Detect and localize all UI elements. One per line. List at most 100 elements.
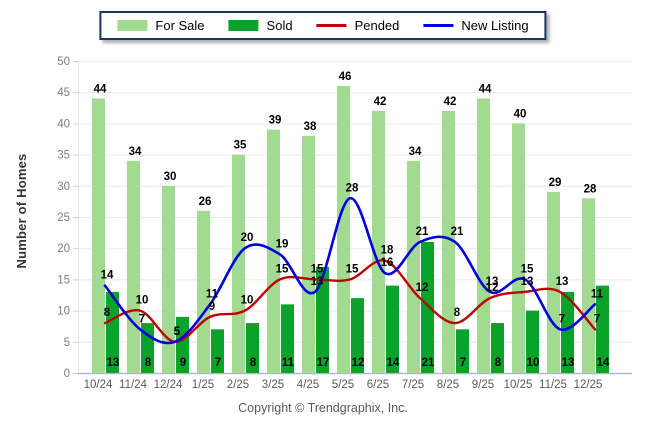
sold-value-label: 12 — [352, 357, 365, 369]
sold-value-label: 8 — [145, 357, 152, 369]
pended-value-label: 12 — [416, 282, 429, 294]
sold-value-label: 7 — [215, 357, 221, 369]
bar-sold — [176, 316, 189, 373]
bar-for-sale — [162, 185, 175, 373]
new-listing-value-label: 21 — [451, 226, 464, 238]
copyright-text: Copyright © Trendgraphix, Inc. — [238, 401, 408, 415]
for-sale-value-label: 35 — [234, 140, 247, 152]
x-tick-label: 12/24 — [154, 379, 183, 391]
y-tick-label: 0 — [64, 368, 70, 380]
bar-for-sale — [302, 135, 315, 373]
new-listing-value-label: 14 — [101, 270, 114, 282]
for-sale-value-label: 44 — [479, 83, 492, 95]
bar-sold — [561, 291, 574, 373]
bar-for-sale — [127, 160, 140, 373]
legend-item-sold: Sold — [228, 18, 293, 33]
for-sale-value-label: 42 — [374, 96, 387, 108]
bar-sold — [526, 310, 539, 373]
for-sale-value-label: 34 — [409, 146, 422, 158]
legend-label: New Listing — [461, 18, 529, 33]
y-tick-label: 40 — [57, 118, 70, 130]
new-listing-value-label: 11 — [206, 288, 219, 300]
legend-label: Pended — [354, 18, 400, 33]
bar-for-sale — [232, 154, 245, 373]
sold-value-label: 7 — [460, 357, 466, 369]
new-listing-value-label: 28 — [346, 182, 359, 194]
pended-line — [103, 259, 597, 343]
y-tick-label: 20 — [57, 243, 70, 255]
pended-value-label: 13 — [521, 276, 534, 288]
chart-legend: For Sale Sold Pended New Listing — [99, 11, 547, 40]
x-tick-label: 9/25 — [472, 379, 494, 391]
y-tick-label: 5 — [64, 337, 70, 349]
y-tick-label: 25 — [57, 212, 70, 224]
pended-value-label: 15 — [276, 263, 289, 275]
for-sale-value-label: 28 — [584, 183, 597, 195]
new-listing-line — [103, 197, 597, 345]
bar-for-sale — [337, 85, 350, 374]
pended-value-label: 8 — [454, 307, 461, 319]
pended-value-label: 9 — [209, 301, 215, 313]
legend-item-for-sale: For Sale — [117, 18, 205, 33]
for-sale-value-label: 30 — [164, 171, 177, 183]
x-tick-label: 2/25 — [227, 379, 249, 391]
bar-for-sale — [442, 110, 455, 374]
bar-sold — [316, 266, 329, 373]
for-sale-value-label: 29 — [549, 177, 562, 189]
x-tick-label: 11/24 — [119, 379, 148, 391]
pended-value-label: 15 — [346, 263, 359, 275]
pended-value-label: 8 — [104, 307, 111, 319]
for-sale-value-label: 26 — [199, 196, 212, 208]
new-listing-value-label: 20 — [241, 232, 254, 244]
pended-value-label: 15 — [311, 263, 324, 275]
new-listing-value-label: 7 — [139, 313, 145, 325]
x-tick-label: 7/25 — [402, 379, 424, 391]
bar-sold — [491, 323, 504, 373]
legend-label: Sold — [266, 18, 293, 33]
new-listing-value-label: 19 — [276, 238, 289, 250]
bar-sold — [456, 329, 469, 373]
pended-value-label: 5 — [174, 326, 181, 338]
sold-value-label: 21 — [422, 357, 435, 369]
pended-value-label: 10 — [136, 295, 149, 307]
y-tick-label: 15 — [57, 274, 70, 286]
x-tick-label: 12/25 — [574, 379, 603, 391]
bar-sold — [351, 298, 364, 373]
x-tick-label: 5/25 — [332, 379, 354, 391]
sold-value-label: 14 — [597, 357, 610, 369]
sold-value-label: 11 — [282, 357, 295, 369]
x-tick-label: 1/25 — [192, 379, 214, 391]
legend-swatch-box — [117, 20, 148, 31]
x-tick-label: 11/25 — [539, 379, 567, 391]
new-listing-value-label: 21 — [416, 226, 429, 238]
pended-value-label: 18 — [381, 245, 394, 257]
legend-swatch-box — [228, 20, 259, 31]
sold-value-label: 13 — [562, 357, 575, 369]
sold-value-label: 9 — [180, 357, 186, 369]
y-tick-label: 30 — [57, 181, 70, 193]
bar-for-sale — [582, 198, 595, 373]
bar-for-sale — [92, 98, 105, 373]
sold-value-label: 17 — [317, 357, 330, 369]
x-tick-label: 8/25 — [437, 379, 459, 391]
new-listing-value-label: 15 — [521, 263, 534, 275]
pended-value-label: 12 — [486, 282, 499, 294]
legend-swatch-line — [423, 24, 454, 27]
new-listing-value-label: 5 — [174, 326, 181, 338]
y-tick-label: 10 — [57, 306, 70, 318]
new-listing-value-label: 11 — [591, 288, 604, 300]
x-tick-label: 6/25 — [367, 379, 389, 391]
x-tick-label: 10/24 — [84, 379, 113, 391]
y-tick-label: 45 — [57, 87, 70, 99]
sold-value-label: 13 — [107, 357, 120, 369]
new-listing-value-label: 13 — [311, 276, 324, 288]
bar-for-sale — [372, 110, 385, 374]
x-tick-label: 10/25 — [504, 379, 533, 391]
sold-value-label: 14 — [387, 357, 400, 369]
bar-sold — [386, 285, 399, 373]
bar-for-sale — [512, 123, 525, 374]
chart-plot-area: 0 5 10 15 20 25 30 35 40 45 50 44 13 8 14 10/24 34 8 10 7 11… — [57, 56, 632, 391]
pended-value-label: 13 — [556, 276, 569, 288]
for-sale-value-label: 44 — [94, 83, 107, 95]
